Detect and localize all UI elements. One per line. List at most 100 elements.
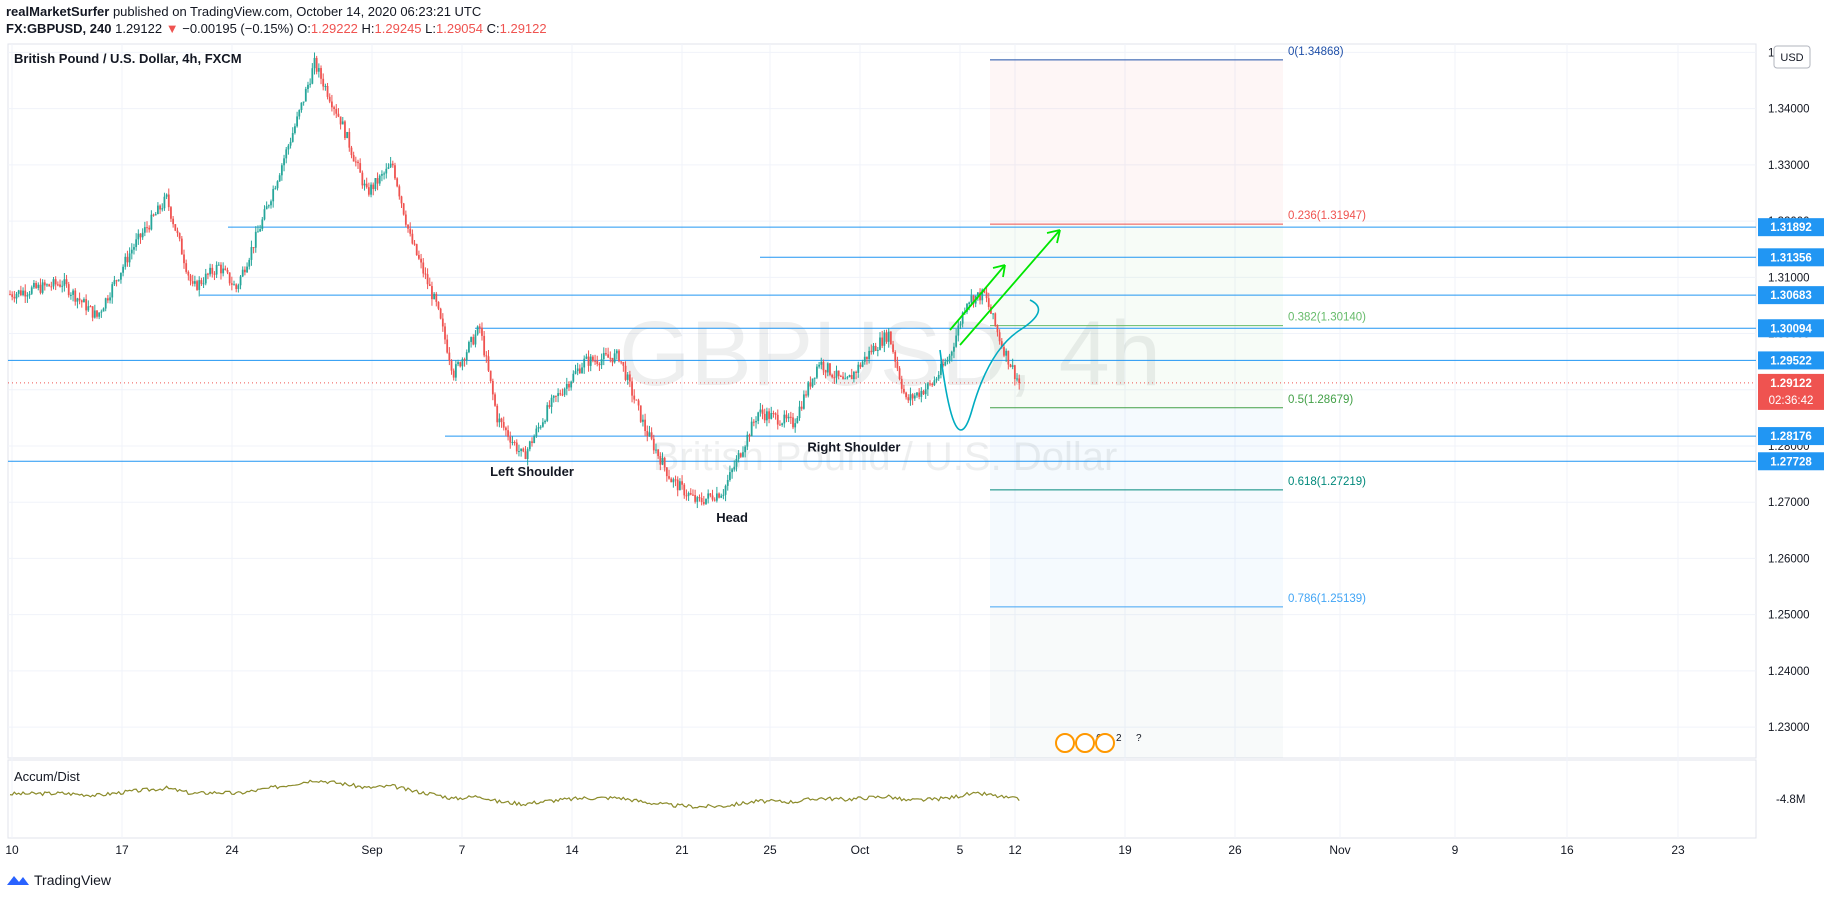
- candle-body: [657, 449, 660, 457]
- candle-body: [633, 395, 636, 400]
- candle-body: [842, 376, 844, 379]
- candle-body: [120, 272, 122, 280]
- candle-body: [622, 361, 625, 366]
- candle-body: [552, 395, 555, 398]
- candle-body: [844, 378, 847, 380]
- candle-body: [944, 361, 947, 366]
- tradingview-brand: TradingView: [34, 872, 112, 888]
- author-name[interactable]: realMarketSurfer: [6, 4, 110, 19]
- watermark-symbol: GBPUSD, 4h: [619, 303, 1161, 405]
- fib-level-label: 0.5(1.28679): [1288, 394, 1353, 406]
- candle-body: [174, 224, 177, 231]
- candle-body: [813, 377, 816, 379]
- candle-body: [779, 424, 781, 426]
- bar-countdown-label: 02:36:42: [1769, 395, 1814, 407]
- candle-body: [346, 132, 349, 139]
- candle-body: [648, 432, 651, 437]
- candle-body: [322, 78, 325, 87]
- candle-body: [128, 253, 131, 263]
- candle-body: [202, 283, 205, 285]
- candle-body: [178, 233, 181, 239]
- candle-body: [561, 394, 564, 396]
- candle-body: [907, 397, 910, 401]
- candle-body: [600, 359, 603, 366]
- candle-body: [261, 219, 264, 230]
- arrow-head-1: [992, 264, 1006, 278]
- price-tag-label: 1.27728: [1770, 456, 1812, 468]
- publish-info: realMarketSurfer published on TradingVie…: [6, 4, 481, 19]
- last-price: 1.29122: [115, 21, 163, 36]
- candle-body: [300, 102, 303, 111]
- candle-body: [853, 371, 855, 380]
- candle-body: [855, 371, 857, 373]
- candle-body: [56, 284, 59, 286]
- candle-body: [315, 57, 318, 72]
- candle-body: [65, 279, 68, 285]
- candle-body: [805, 394, 807, 396]
- symbol-label: FX:GBPUSD, 240: [6, 21, 112, 36]
- candle-body: [522, 448, 525, 452]
- x-tick-label: 12: [1008, 843, 1022, 857]
- tradingview-footer[interactable]: TradingView: [6, 872, 111, 888]
- candle-body: [687, 493, 690, 496]
- candle-body: [439, 308, 442, 319]
- candle-body: [896, 361, 899, 369]
- high-label: H:: [361, 21, 375, 36]
- publish-text: published on TradingView.com, October 14…: [109, 4, 482, 19]
- price-tag-label: 1.30094: [1770, 323, 1812, 335]
- candle-body: [391, 163, 394, 166]
- candle-body: [774, 413, 777, 415]
- candle-body: [759, 409, 762, 413]
- candle-body: [426, 274, 429, 285]
- candle-body: [524, 451, 527, 459]
- candle-body: [615, 350, 618, 354]
- candle-body: [635, 399, 638, 401]
- candle-body: [692, 494, 694, 496]
- candle-body: [892, 344, 894, 352]
- candle-body: [592, 356, 594, 361]
- candle-body: [783, 414, 786, 424]
- candle-body: [816, 366, 818, 378]
- candle-body: [513, 442, 516, 444]
- candle-body: [333, 107, 335, 109]
- candle-body: [526, 449, 529, 459]
- candle-body: [916, 392, 918, 396]
- candle-body: [900, 379, 903, 389]
- candle-body: [409, 228, 412, 234]
- close-value: 1.29122: [499, 21, 547, 36]
- candle-body: [546, 405, 549, 421]
- candle-body: [200, 280, 203, 284]
- candle-body: [750, 421, 753, 437]
- candle-body: [415, 244, 418, 256]
- candle-body: [191, 281, 194, 284]
- currency-label: USD: [1780, 52, 1803, 64]
- candle-body: [67, 284, 70, 296]
- candle-body: [274, 188, 277, 190]
- candle-body: [752, 421, 755, 423]
- candle-body: [713, 499, 716, 501]
- candle-body: [457, 362, 459, 365]
- candle-body: [291, 133, 294, 142]
- candle-body: [972, 295, 975, 304]
- x-tick-label: 10: [5, 843, 19, 857]
- candle-body: [768, 411, 770, 419]
- main-pane-frame: [7, 43, 1757, 759]
- candle-body: [357, 161, 359, 164]
- candle-body: [609, 357, 612, 359]
- indicator-name: Accum/Dist: [14, 769, 80, 784]
- candle-body: [887, 331, 890, 342]
- candle-body: [226, 270, 229, 273]
- candle-body: [26, 295, 29, 297]
- candle-body: [161, 208, 164, 210]
- candle-body: [970, 295, 973, 303]
- candle-body: [372, 184, 375, 190]
- candle-body: [985, 292, 988, 299]
- candle-body: [224, 268, 227, 271]
- fib-level-label: 0.618(1.27219): [1288, 476, 1366, 488]
- fib-level-label: 0.786(1.25139): [1288, 593, 1366, 605]
- y-tick-label: 1.26000: [1768, 553, 1810, 565]
- candle-body: [807, 382, 810, 396]
- chart-title: British Pound / U.S. Dollar, 4h, FXCM: [14, 51, 242, 66]
- candle-body: [394, 165, 396, 179]
